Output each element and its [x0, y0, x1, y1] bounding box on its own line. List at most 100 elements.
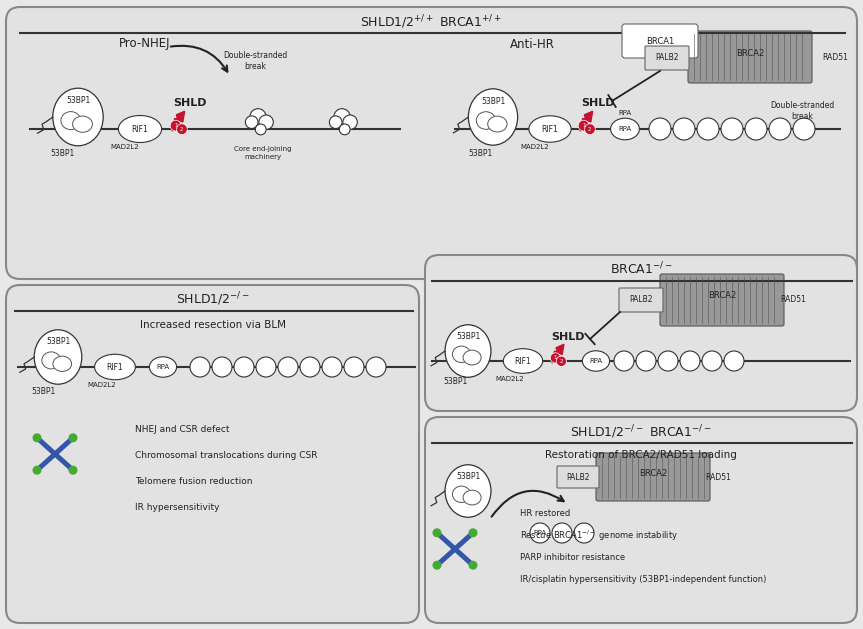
Ellipse shape [41, 352, 60, 369]
Text: IR/cisplatin hypersensitivity (53BP1-independent function): IR/cisplatin hypersensitivity (53BP1-ind… [520, 576, 766, 584]
Text: Pro-NHEJ: Pro-NHEJ [119, 38, 171, 50]
Text: 2: 2 [559, 359, 563, 364]
FancyBboxPatch shape [6, 7, 857, 279]
Circle shape [793, 118, 815, 140]
Text: 1: 1 [582, 123, 585, 128]
Text: RPA: RPA [619, 110, 632, 116]
Circle shape [530, 523, 550, 543]
Text: 53BP1: 53BP1 [481, 97, 505, 106]
Circle shape [636, 351, 656, 371]
Circle shape [339, 124, 350, 135]
Text: SHLD: SHLD [551, 332, 585, 342]
Ellipse shape [611, 118, 639, 140]
Circle shape [33, 433, 41, 442]
Ellipse shape [452, 346, 470, 362]
Text: RAD51: RAD51 [780, 294, 806, 304]
Circle shape [584, 124, 595, 135]
Text: RPA: RPA [619, 126, 632, 132]
Ellipse shape [35, 330, 82, 384]
Circle shape [769, 118, 791, 140]
FancyBboxPatch shape [688, 31, 812, 83]
Ellipse shape [445, 465, 491, 517]
Circle shape [574, 523, 594, 543]
Text: 53BP1: 53BP1 [456, 472, 480, 481]
Ellipse shape [488, 116, 507, 132]
Circle shape [300, 357, 320, 377]
Text: PALB2: PALB2 [629, 296, 652, 304]
Text: RAD51: RAD51 [822, 52, 848, 62]
Text: RPA: RPA [156, 364, 169, 370]
Polygon shape [172, 111, 185, 131]
Circle shape [432, 560, 442, 570]
Text: BRCA2: BRCA2 [639, 469, 667, 477]
Circle shape [724, 351, 744, 371]
Text: RIF1: RIF1 [514, 357, 532, 365]
Ellipse shape [72, 116, 92, 132]
Circle shape [278, 357, 298, 377]
Ellipse shape [149, 357, 177, 377]
Circle shape [322, 357, 342, 377]
Text: RPA: RPA [533, 530, 546, 536]
Circle shape [551, 353, 560, 363]
Circle shape [170, 120, 181, 131]
Text: 1: 1 [173, 123, 178, 128]
Ellipse shape [529, 116, 571, 142]
Circle shape [234, 357, 254, 377]
Text: SHLD1/2$^{-/-}$ BRCA1$^{-/-}$: SHLD1/2$^{-/-}$ BRCA1$^{-/-}$ [570, 423, 712, 441]
Circle shape [469, 528, 477, 537]
Text: 2: 2 [180, 126, 184, 131]
Text: SHLD1/2$^{-/-}$: SHLD1/2$^{-/-}$ [176, 290, 250, 308]
Circle shape [330, 116, 342, 128]
Circle shape [245, 116, 258, 128]
Ellipse shape [463, 490, 481, 505]
FancyBboxPatch shape [622, 24, 698, 58]
Polygon shape [580, 111, 593, 131]
Text: 2: 2 [589, 126, 592, 131]
Text: 53BP1: 53BP1 [468, 148, 492, 157]
Text: BRCA1: BRCA1 [646, 36, 674, 45]
FancyBboxPatch shape [619, 288, 663, 312]
Circle shape [658, 351, 678, 371]
Circle shape [190, 357, 210, 377]
Text: BRCA2: BRCA2 [708, 291, 736, 301]
Ellipse shape [469, 89, 518, 145]
Text: 53BP1: 53BP1 [50, 148, 74, 157]
Text: Telomere fusion reduction: Telomere fusion reduction [135, 477, 253, 486]
FancyBboxPatch shape [557, 466, 599, 488]
Circle shape [177, 124, 187, 135]
Circle shape [649, 118, 671, 140]
Text: BRCA1$^{-/-}$: BRCA1$^{-/-}$ [609, 260, 672, 277]
Circle shape [745, 118, 767, 140]
Text: PALB2: PALB2 [655, 53, 679, 62]
Text: Anti-HR: Anti-HR [510, 38, 555, 50]
Text: Rescue BRCA1$^{-/-}$ genome instability: Rescue BRCA1$^{-/-}$ genome instability [520, 529, 678, 543]
Circle shape [343, 115, 357, 130]
Ellipse shape [53, 88, 104, 146]
Circle shape [697, 118, 719, 140]
Text: RPA: RPA [589, 358, 602, 364]
Text: 53BP1: 53BP1 [46, 337, 70, 346]
Text: Double-stranded
break: Double-stranded break [223, 52, 287, 70]
Ellipse shape [445, 325, 491, 377]
Circle shape [344, 357, 364, 377]
Circle shape [702, 351, 722, 371]
Circle shape [68, 465, 78, 475]
Ellipse shape [61, 111, 81, 130]
Circle shape [557, 356, 566, 367]
Text: Restoration of BRCA2/RAD51 loading: Restoration of BRCA2/RAD51 loading [545, 450, 737, 460]
Circle shape [721, 118, 743, 140]
Text: SHLD: SHLD [582, 98, 614, 108]
Text: BRCA2: BRCA2 [736, 48, 764, 57]
Circle shape [469, 560, 477, 570]
Text: RIF1: RIF1 [132, 125, 148, 133]
Text: RIF1: RIF1 [542, 125, 558, 133]
Text: NHEJ and CSR defect: NHEJ and CSR defect [135, 425, 230, 433]
Text: RAD51: RAD51 [705, 472, 731, 482]
Text: Core end-joining
machinery: Core end-joining machinery [234, 147, 292, 160]
Circle shape [552, 523, 572, 543]
Text: MAD2L2: MAD2L2 [110, 144, 139, 150]
Ellipse shape [503, 348, 543, 373]
Circle shape [334, 109, 350, 125]
Ellipse shape [463, 350, 481, 365]
Polygon shape [552, 344, 564, 363]
